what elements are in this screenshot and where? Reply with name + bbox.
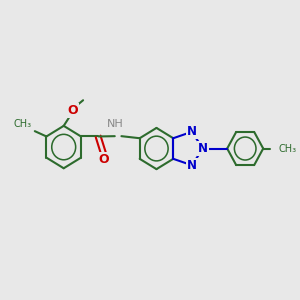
Text: O: O [67, 104, 78, 117]
Text: N: N [198, 142, 208, 155]
Text: NH: NH [107, 119, 124, 129]
Text: CH₃: CH₃ [279, 143, 297, 154]
Text: CH₃: CH₃ [14, 119, 32, 129]
Text: N: N [187, 125, 197, 138]
Text: N: N [187, 159, 197, 172]
Text: O: O [98, 153, 109, 166]
